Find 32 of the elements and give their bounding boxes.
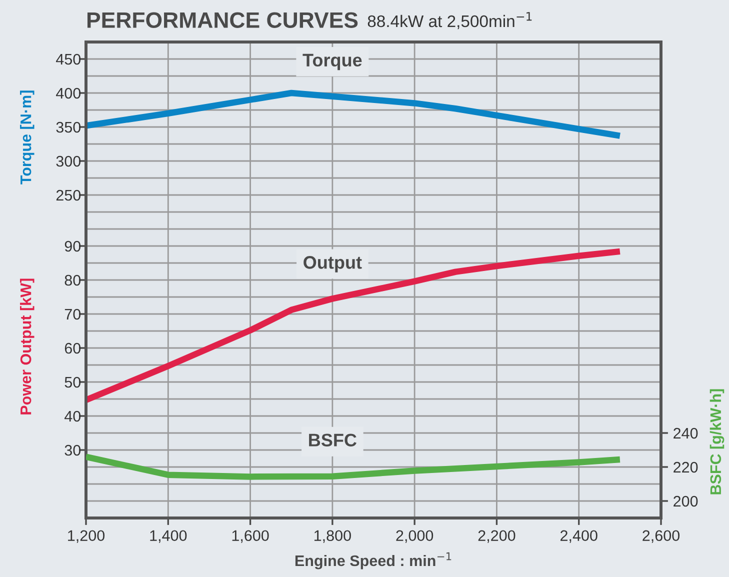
- y2-tick-label: 200: [674, 496, 698, 507]
- y-tick-label: 250: [56, 190, 81, 201]
- x-axis-title: Engine Speed : min$^{−1}$: [295, 552, 452, 570]
- y3-tick-label: 60: [64, 342, 81, 354]
- y3-tick-label: 50: [64, 376, 81, 388]
- x-tick-label: 2,400: [560, 530, 598, 543]
- series-label: BSFC: [309, 434, 357, 446]
- x-tick-label: 1,200: [68, 530, 105, 543]
- y3-tick-label: 30: [64, 444, 81, 456]
- x-tick-label: 2,600: [642, 530, 680, 543]
- x-tick-label: 1,800: [314, 530, 351, 543]
- y2-tick-label: 240: [674, 428, 698, 439]
- y-tick-label: 300: [56, 156, 81, 167]
- y3-tick-label: 90: [64, 240, 81, 252]
- y-tick-label: 350: [56, 122, 81, 133]
- chart-subtitle: 88.4kW at 2,500min$^{−1}$: [368, 12, 532, 30]
- y3-axis-title: Power Output [kW]: [20, 278, 34, 414]
- y3-tick-label: 40: [64, 410, 81, 422]
- x-tick-label: 2,200: [478, 530, 516, 543]
- y-tick-label: 450: [56, 54, 81, 65]
- x-tick-label: 1,600: [232, 530, 269, 543]
- y2-tick-label: 220: [674, 462, 698, 473]
- series-label: Torque: [302, 54, 362, 70]
- y2-axis-title: BSFC [g/kW·h]: [710, 389, 724, 494]
- y-axis-title: Torque [N·m]: [20, 90, 34, 184]
- x-tick-label: 1,400: [150, 530, 187, 543]
- x-tick-label: 2,000: [396, 530, 434, 543]
- y-tick-label: 400: [56, 88, 81, 99]
- chart-title: PERFORMANCE CURVES: [87, 12, 358, 28]
- series-label: Output: [304, 256, 362, 272]
- y3-tick-label: 70: [64, 308, 81, 320]
- y3-tick-label: 80: [64, 274, 81, 286]
